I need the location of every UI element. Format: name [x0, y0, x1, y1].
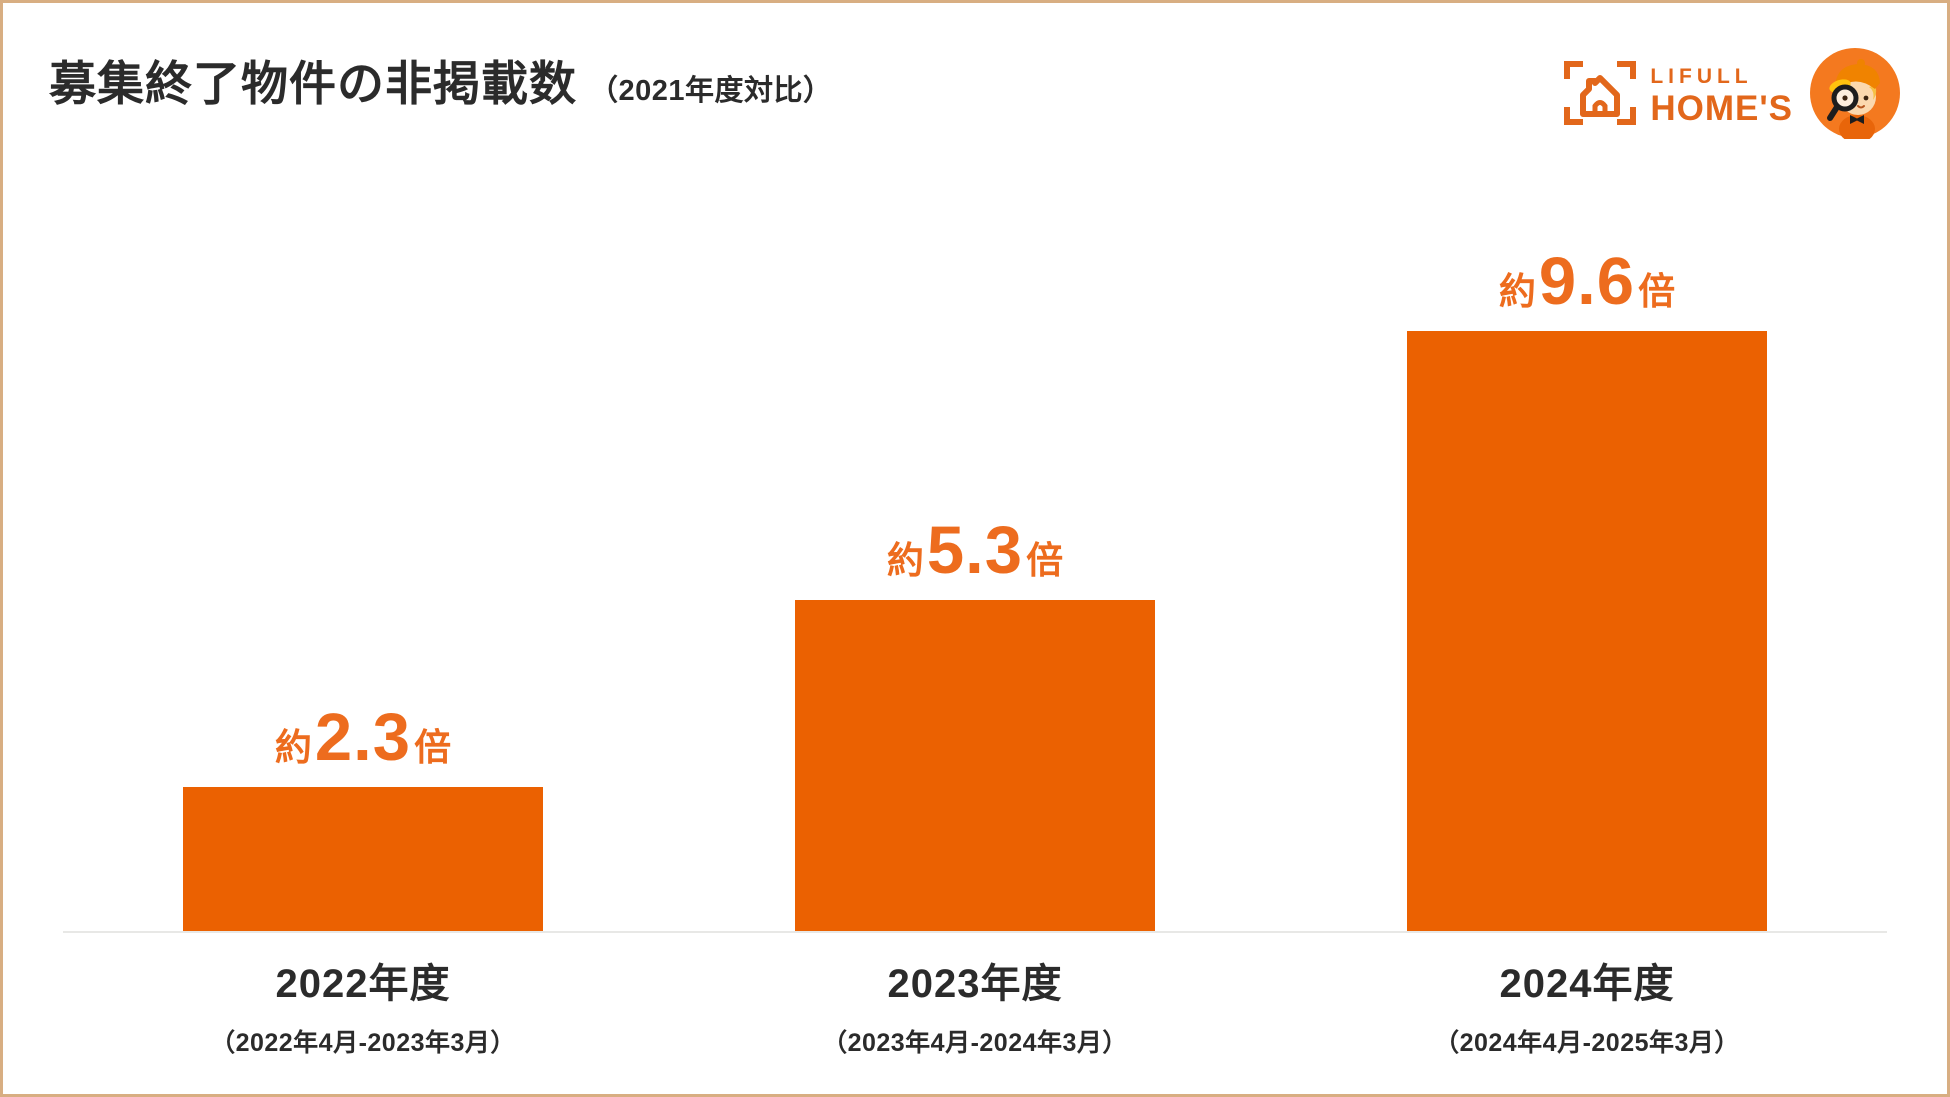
logo-wordmark: LIFULL HOME'S — [1650, 66, 1793, 126]
logo-text-homes: HOME'S — [1650, 88, 1793, 128]
logo-lockup: LIFULL HOME'S — [1563, 59, 1793, 132]
category-2023: 2023年度 （2023年4月-2024年3月） — [795, 951, 1155, 1059]
value-number: 9.6 — [1538, 244, 1636, 319]
house-viewfinder-icon — [1563, 59, 1637, 132]
value-label-2024: 約 9.6 倍 — [1499, 248, 1675, 315]
value-unit: 倍 — [1026, 540, 1064, 581]
category-2022: 2022年度 （2022年4月-2023年3月） — [183, 951, 543, 1059]
value-label-2023: 約 5.3 倍 — [887, 517, 1063, 584]
bar-group-2024: 約 9.6 倍 — [1407, 248, 1767, 931]
category-2024: 2024年度 （2024年4月-2025年3月） — [1407, 951, 1767, 1059]
bar-2024 — [1407, 331, 1767, 931]
bar-group-2022: 約 2.3 倍 — [183, 704, 543, 931]
value-approx: 約 — [1498, 271, 1536, 312]
category-label: 2022年度 — [275, 962, 451, 1006]
title-block: 募集終了物件の非掲載数 （2021年度対比） — [49, 45, 833, 114]
value-number: 5.3 — [926, 513, 1024, 588]
logo-text-lifull: LIFULL — [1650, 64, 1753, 88]
category-subtitle: （2022年4月-2023年3月） — [210, 1029, 516, 1057]
mascot-icon — [1809, 47, 1901, 144]
value-unit: 倍 — [1638, 271, 1676, 312]
value-approx: 約 — [274, 727, 312, 768]
category-subtitle: （2024年4月-2025年3月） — [1434, 1029, 1740, 1057]
category-axis: 2022年度 （2022年4月-2023年3月） 2023年度 （2023年4月… — [63, 951, 1887, 1059]
plot-area: 約 2.3 倍 約 5.3 倍 約 9.6 倍 — [63, 193, 1887, 933]
page-title-suffix: （2021年度対比） — [589, 75, 833, 107]
lifull-homes-logo: LIFULL HOME'S — [1563, 47, 1901, 144]
page-title: 募集終了物件の非掲載数 — [49, 57, 577, 110]
header: 募集終了物件の非掲載数 （2021年度対比） — [3, 3, 1947, 144]
value-unit: 倍 — [414, 727, 452, 768]
value-number: 2.3 — [314, 700, 412, 775]
bar-2022 — [183, 787, 543, 931]
bar-2023 — [795, 600, 1155, 931]
bar-group-2023: 約 5.3 倍 — [795, 517, 1155, 931]
category-label: 2023年度 — [887, 962, 1063, 1006]
category-subtitle: （2023年4月-2024年3月） — [822, 1029, 1128, 1057]
value-approx: 約 — [886, 540, 924, 581]
bar-chart: 約 2.3 倍 約 5.3 倍 約 9.6 倍 — [63, 193, 1887, 1059]
category-label: 2024年度 — [1499, 962, 1675, 1006]
value-label-2022: 約 2.3 倍 — [275, 704, 451, 771]
